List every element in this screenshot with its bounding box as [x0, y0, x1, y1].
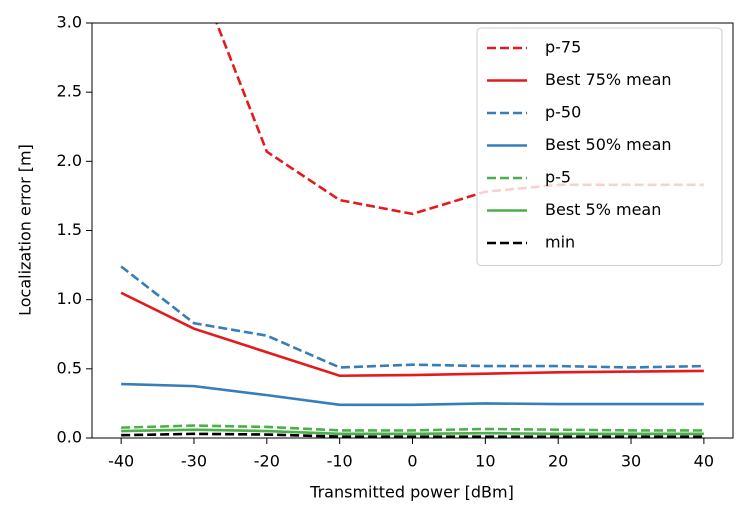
series-line [120, 291, 704, 378]
y-axis-label: Localization error [m] [16, 144, 35, 316]
x-tick-label: -20 [254, 452, 280, 471]
x-tick-label: -40 [108, 452, 134, 471]
x-tick-label: -10 [327, 452, 353, 471]
legend-label: Best 5% mean [545, 200, 661, 219]
y-tick-label: 2.0 [57, 151, 82, 170]
plot-frame [91, 22, 734, 439]
y-tick-label: 0.0 [57, 428, 82, 447]
plot-lines [120, 23, 704, 438]
y-tick-label: 1.0 [57, 289, 82, 308]
legend-label: p-50 [545, 103, 581, 122]
x-tick-label: 20 [548, 452, 568, 471]
series-line [120, 265, 704, 369]
legend-label: Best 50% mean [545, 135, 672, 154]
x-tick-label: 40 [694, 452, 714, 471]
legend-label: min [545, 233, 575, 252]
legend-label: p-5 [545, 168, 571, 187]
legend-box [476, 27, 723, 266]
legend-label: p-75 [545, 38, 581, 57]
y-tick-label: 0.5 [57, 358, 82, 377]
series-line [121, 432, 704, 438]
y-tick-label: 2.5 [57, 82, 82, 101]
x-tick-label: -30 [181, 452, 207, 471]
y-tick-label: 1.5 [57, 220, 82, 239]
series-line [121, 424, 704, 432]
series-line [121, 382, 704, 407]
x-tick-label: 10 [475, 452, 495, 471]
legend-label: Best 75% mean [545, 70, 672, 89]
x-tick-label: 0 [407, 452, 417, 471]
y-tick-label: 3.0 [57, 13, 82, 32]
x-axis-label: Transmitted power [dBm] [309, 483, 514, 502]
x-tick-label: 30 [621, 452, 641, 471]
series-line [121, 428, 704, 436]
series-line [215, 23, 704, 216]
